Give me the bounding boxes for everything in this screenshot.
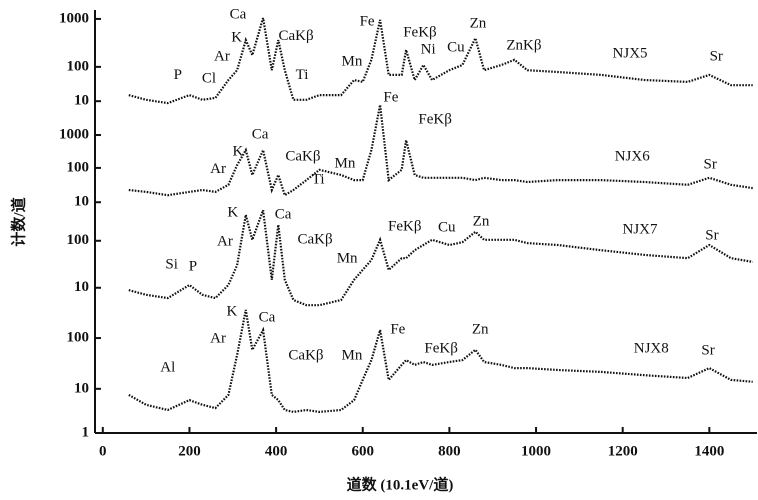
x-axis-label: 道数 (10.1eV/道) (347, 475, 454, 493)
spectrum (128, 17, 753, 105)
peak-label: Ar (210, 161, 226, 177)
peak-label: Fe (383, 89, 398, 105)
y-tick-label: 100 (67, 159, 90, 175)
peak-label: Al (160, 360, 175, 376)
y-tick-label: 10 (74, 93, 89, 109)
peak-label: NJX7 (623, 221, 659, 237)
peak-label: Ca (252, 126, 269, 142)
y-tick-label: 1000 (59, 10, 89, 26)
peak-label: Mn (335, 156, 356, 172)
peak-label: NJX5 (613, 46, 648, 62)
peak-label: Ca (259, 309, 276, 325)
peak-label: Ti (312, 172, 325, 188)
peak-label: Ar (214, 48, 230, 64)
peak-label: Zn (473, 213, 490, 229)
peak-label: Si (165, 257, 178, 273)
peak-label: Zn (470, 16, 487, 32)
peak-label: K (233, 143, 244, 159)
peak-label: Mn (341, 347, 362, 363)
y-tick-label: 1000 (59, 126, 89, 142)
y-tick-label: 100 (67, 58, 90, 74)
peak-label: ZnKβ (506, 38, 541, 54)
x-tick-label: 600 (351, 443, 374, 459)
x-tick-label: 200 (178, 443, 201, 459)
peak-label: Mn (337, 251, 358, 267)
peak-label: FeKβ (424, 340, 457, 356)
peak-label: K (231, 30, 242, 46)
peak-label: Cu (447, 40, 465, 56)
x-tick-label: 1200 (608, 443, 638, 459)
peak-label: Ti (296, 67, 309, 83)
peak-label: P (174, 67, 182, 83)
peak-label: NJX6 (615, 149, 651, 165)
peak-label: Sr (701, 343, 714, 359)
spectrum (128, 309, 753, 414)
y-tick-label: 10 (74, 194, 89, 210)
peak-label: Ar (210, 330, 226, 346)
peak-label: Cl (202, 71, 216, 87)
peak-label: K (227, 204, 238, 220)
peak-label: Ca (230, 7, 247, 23)
peak-label: FeKβ (388, 219, 421, 235)
peak-label: Sr (705, 228, 718, 244)
peak-label: NJX8 (634, 340, 669, 356)
peak-label: Zn (472, 322, 489, 338)
peak-label: Fe (390, 322, 405, 338)
peak-label: Cu (438, 220, 456, 236)
y-axis-label: 计数/道 (9, 197, 27, 246)
peak-label: Sr (710, 48, 723, 64)
peak-label: CaKβ (298, 231, 333, 247)
y-tick-label: 100 (67, 232, 90, 248)
x-tick-label: 1000 (521, 443, 551, 459)
peak-label: FeKβ (403, 24, 436, 40)
peak-label: Ar (217, 234, 233, 250)
peak-label: CaKβ (278, 28, 313, 44)
spectrum (128, 104, 753, 197)
peak-label: FeKβ (418, 111, 451, 127)
peak-label: P (189, 259, 197, 275)
peak-label: Ca (275, 206, 292, 222)
x-tick-label: 1400 (694, 443, 724, 459)
peak-label: Sr (704, 157, 717, 173)
peak-label: Ni (421, 41, 436, 57)
y-tick-label: 1 (82, 424, 90, 440)
y-tick-label: 100 (67, 329, 90, 345)
peak-label: K (226, 304, 237, 320)
peak-label: Fe (360, 14, 375, 30)
y-tick-label: 10 (74, 380, 89, 396)
peak-label: Mn (341, 54, 362, 70)
y-tick-label: 10 (74, 279, 89, 295)
x-tick-label: 400 (265, 443, 288, 459)
peak-label: CaKβ (285, 149, 320, 165)
peak-label: CaKβ (288, 347, 323, 363)
x-tick-label: 0 (99, 443, 107, 459)
x-tick-label: 800 (438, 443, 461, 459)
